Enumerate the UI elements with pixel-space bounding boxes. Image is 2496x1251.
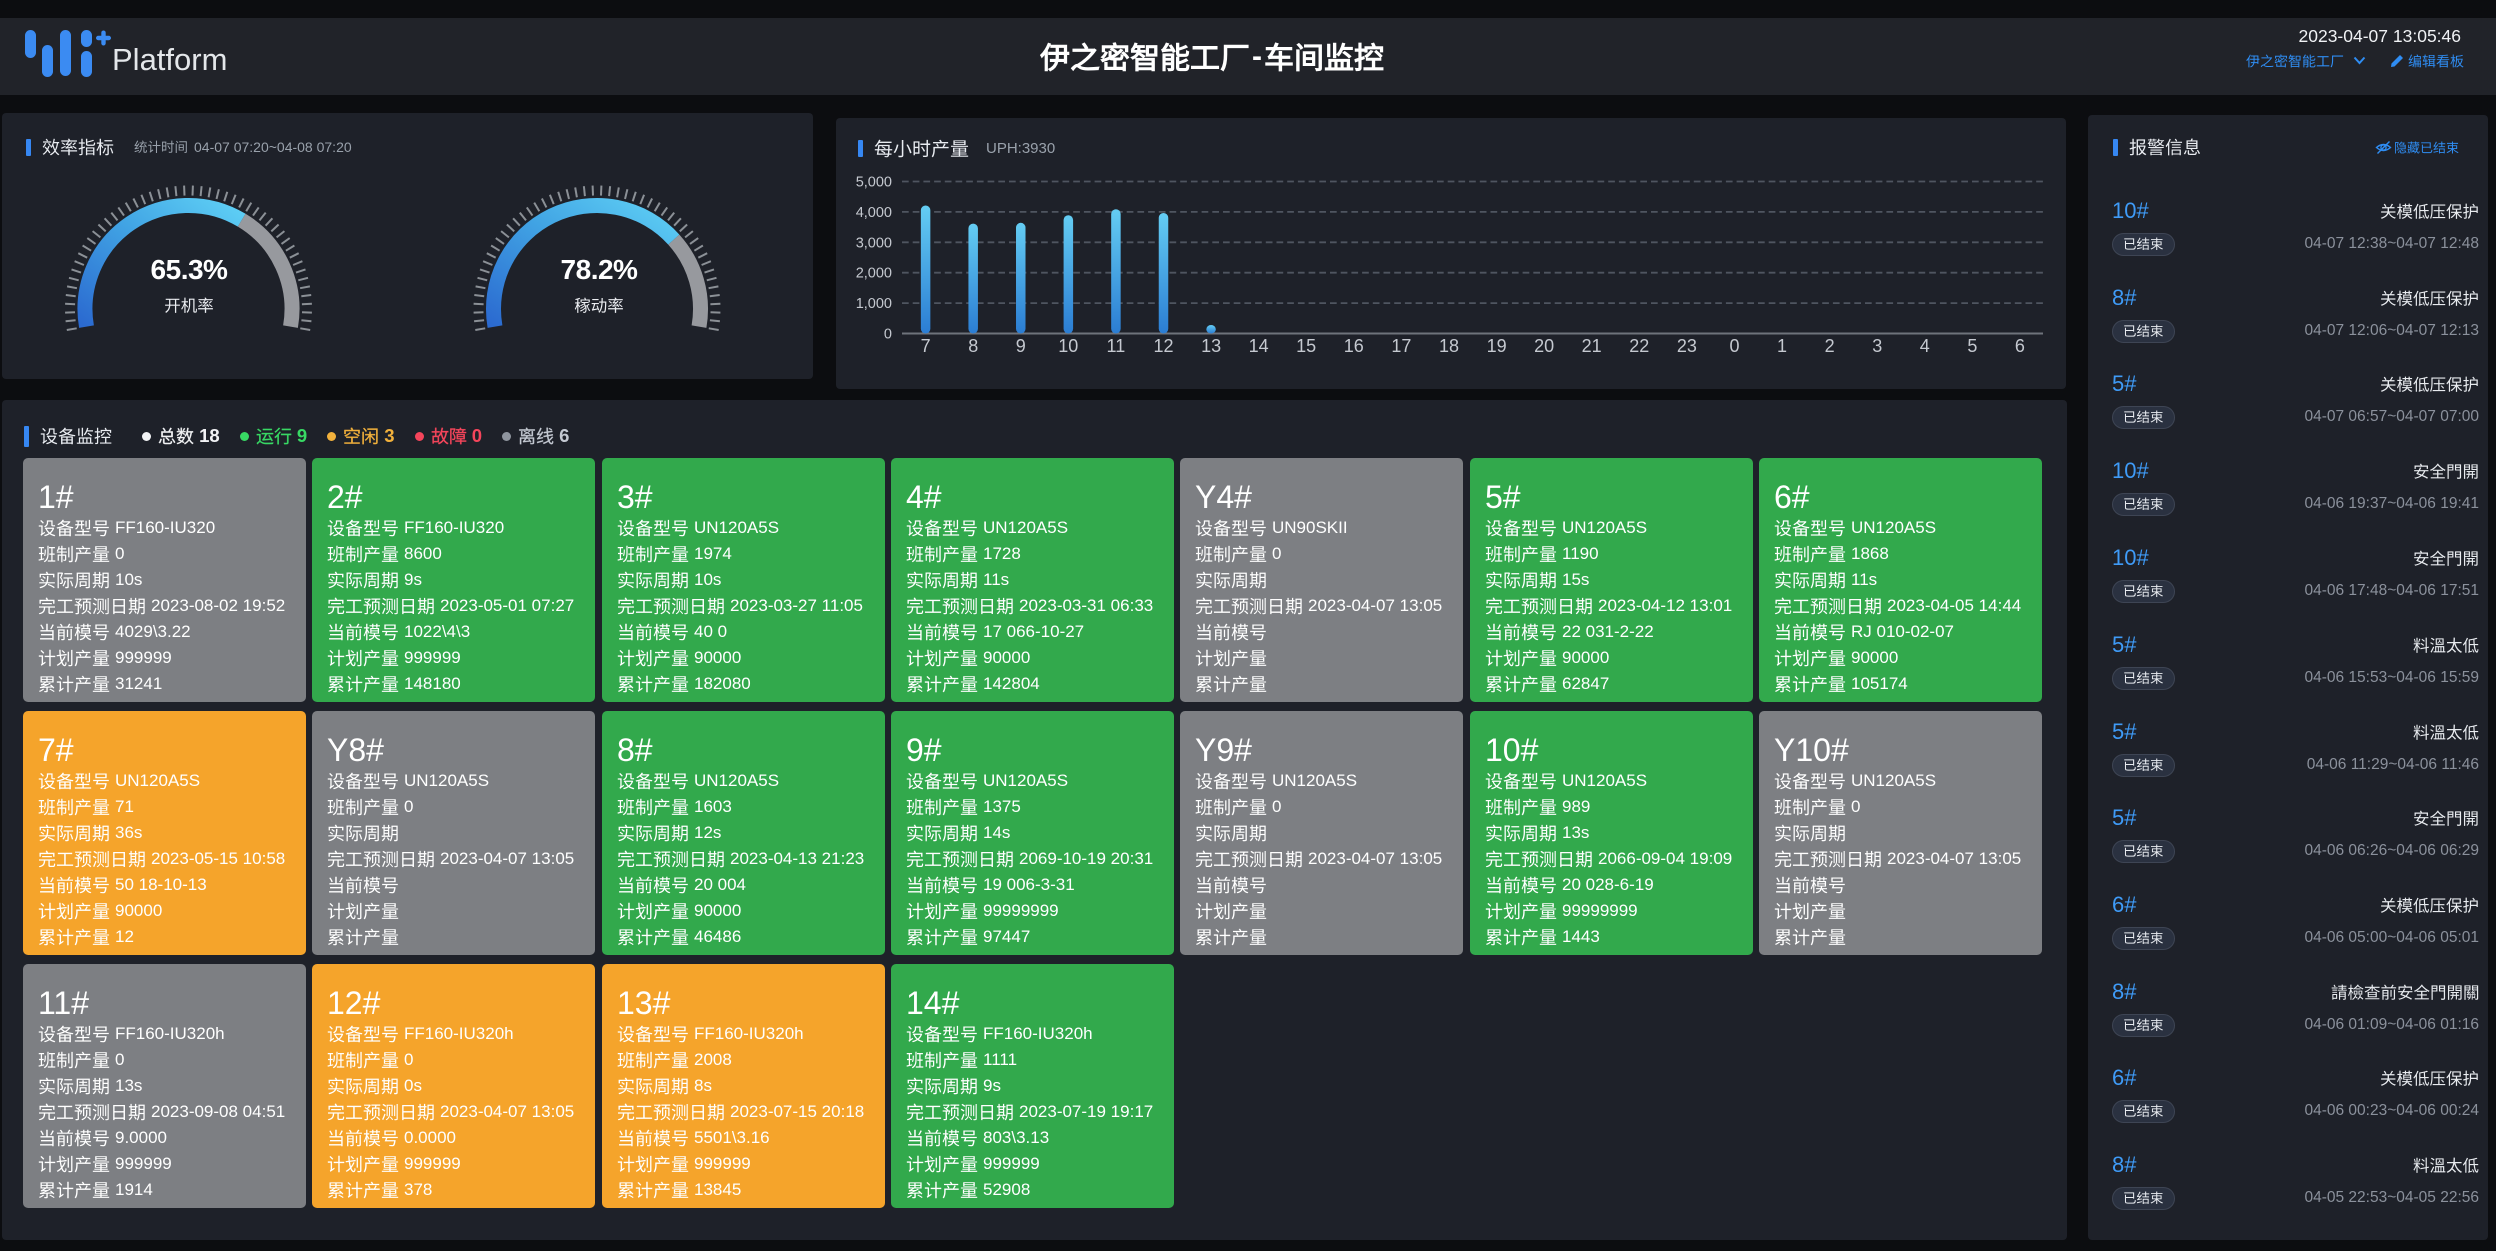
svg-text:8: 8	[968, 336, 978, 356]
svg-text:11: 11	[1107, 336, 1126, 356]
svg-text:4: 4	[1920, 336, 1930, 356]
svg-text:6: 6	[2015, 336, 2025, 356]
svg-text:13: 13	[1201, 336, 1221, 356]
svg-text:5,000: 5,000	[856, 175, 892, 191]
svg-text:2: 2	[1825, 336, 1835, 356]
svg-text:5: 5	[1967, 336, 1977, 356]
svg-text:0: 0	[1729, 336, 1739, 356]
svg-text:22: 22	[1629, 336, 1649, 356]
svg-text:2,000: 2,000	[856, 266, 892, 282]
svg-text:18: 18	[1439, 336, 1459, 356]
svg-text:17: 17	[1391, 336, 1411, 356]
svg-text:20: 20	[1534, 336, 1554, 356]
svg-text:9: 9	[1016, 336, 1026, 356]
svg-text:19: 19	[1487, 336, 1507, 356]
svg-text:23: 23	[1677, 336, 1697, 356]
svg-text:0: 0	[884, 327, 892, 343]
svg-text:10: 10	[1058, 336, 1078, 356]
svg-text:1: 1	[1777, 336, 1787, 356]
svg-text:1,000: 1,000	[856, 296, 892, 312]
svg-text:12: 12	[1153, 336, 1173, 356]
svg-text:4,000: 4,000	[856, 205, 892, 221]
svg-text:16: 16	[1344, 336, 1364, 356]
svg-text:15: 15	[1296, 336, 1316, 356]
svg-text:14: 14	[1249, 336, 1269, 356]
svg-text:21: 21	[1582, 336, 1602, 356]
svg-text:3: 3	[1872, 336, 1882, 356]
svg-text:7: 7	[921, 336, 931, 356]
svg-text:3,000: 3,000	[856, 235, 892, 251]
